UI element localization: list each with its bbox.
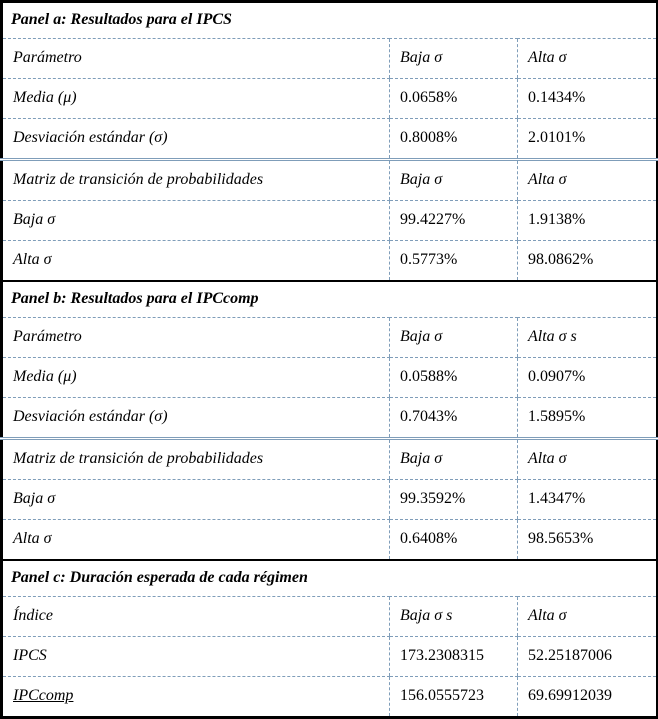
col-header-baja: Baja σ <box>389 437 518 480</box>
value-alta: 2.0101% <box>516 118 658 160</box>
row-label: Alta σ <box>1 519 390 561</box>
value-alta: 0.1434% <box>516 78 658 119</box>
col-header-baja: Baja σ <box>389 38 518 79</box>
row-label: Desviación estándar (σ) <box>1 397 390 439</box>
row-label: Baja σ <box>1 479 390 520</box>
panel-b-title: Panel b: Resultados para el IPCcomp <box>1 280 658 318</box>
panel-a-title-row: Panel a: Resultados para el IPCS <box>1 1 658 39</box>
row-label: Media (μ) <box>1 357 390 398</box>
col-header-alta: Alta σ s <box>516 317 658 358</box>
row-alta-sigma: Alta σ 0.6408% 98.5653% <box>1 519 658 561</box>
row-label: Alta σ <box>1 240 390 282</box>
value-baja: 0.6408% <box>389 519 518 561</box>
col-header-alta: Alta σ <box>516 158 658 201</box>
value-alta: 0.0907% <box>516 357 658 398</box>
row-ipcs: IPCS 173.2308315 52.25187006 <box>1 636 658 677</box>
col-header-baja: Baja σ <box>389 317 518 358</box>
row-label: IPCcomp <box>13 687 74 704</box>
panel-b-header-row: Parámetro Baja σ Alta σ s <box>1 317 658 358</box>
value-alta: 52.25187006 <box>516 636 658 677</box>
col-header-alta: Alta σ <box>516 437 658 480</box>
value-baja: 0.8008% <box>389 118 518 160</box>
panel-a-header-row: Parámetro Baja σ Alta σ <box>1 38 658 79</box>
row-media: Media (μ) 0.0588% 0.0907% <box>1 357 658 398</box>
panel-a-title: Panel a: Resultados para el IPCS <box>1 1 658 39</box>
value-baja: 156.0555723 <box>389 676 518 718</box>
col-header-alta: Alta σ <box>516 596 658 637</box>
panel-c-title-row: Panel c: Duración esperada de cada régim… <box>1 559 658 597</box>
param-header-label: Parámetro <box>1 38 390 79</box>
row-baja-sigma: Baja σ 99.3592% 1.4347% <box>1 479 658 520</box>
value-alta: 1.9138% <box>516 200 658 241</box>
value-baja: 0.0588% <box>389 357 518 398</box>
col-header-baja: Baja σ s <box>389 596 518 637</box>
value-baja: 99.3592% <box>389 479 518 520</box>
value-baja: 0.0658% <box>389 78 518 119</box>
row-label: Baja σ <box>1 200 390 241</box>
value-baja: 0.7043% <box>389 397 518 439</box>
row-matriz-header: Matriz de transición de probabilidades B… <box>1 158 658 201</box>
value-alta: 98.5653% <box>516 519 658 561</box>
panel-c-title: Panel c: Duración esperada de cada régim… <box>1 559 658 597</box>
value-alta: 1.4347% <box>516 479 658 520</box>
value-baja: 99.4227% <box>389 200 518 241</box>
value-alta: 69.69912039 <box>516 676 658 718</box>
row-desviacion: Desviación estándar (σ) 0.7043% 1.5895% <box>1 397 658 439</box>
value-alta: 1.5895% <box>516 397 658 439</box>
param-header-label: Parámetro <box>1 317 390 358</box>
panel-c-header-row: Índice Baja σ s Alta σ <box>1 596 658 637</box>
value-baja: 0.5773% <box>389 240 518 282</box>
row-label: IPCS <box>1 636 390 677</box>
col-header-baja: Baja σ <box>389 158 518 201</box>
indice-header-label: Índice <box>1 596 390 637</box>
matrix-header-label: Matriz de transición de probabilidades <box>1 437 390 480</box>
row-label: Media (μ) <box>1 78 390 119</box>
row-alta-sigma: Alta σ 0.5773% 98.0862% <box>1 240 658 282</box>
matrix-header-label: Matriz de transición de probabilidades <box>1 158 390 201</box>
row-desviacion: Desviación estándar (σ) 0.8008% 2.0101% <box>1 118 658 160</box>
row-baja-sigma: Baja σ 99.4227% 1.9138% <box>1 200 658 241</box>
row-ipccomp: IPCcomp 156.0555723 69.69912039 <box>2 676 658 718</box>
panel-b-title-row: Panel b: Resultados para el IPCcomp <box>1 280 658 318</box>
row-matriz-header: Matriz de transición de probabilidades B… <box>1 437 658 480</box>
row-label: Desviación estándar (σ) <box>1 118 390 160</box>
value-alta: 98.0862% <box>516 240 658 282</box>
row-media: Media (μ) 0.0658% 0.1434% <box>1 78 658 119</box>
value-baja: 173.2308315 <box>389 636 518 677</box>
col-header-alta: Alta σ <box>516 38 658 79</box>
